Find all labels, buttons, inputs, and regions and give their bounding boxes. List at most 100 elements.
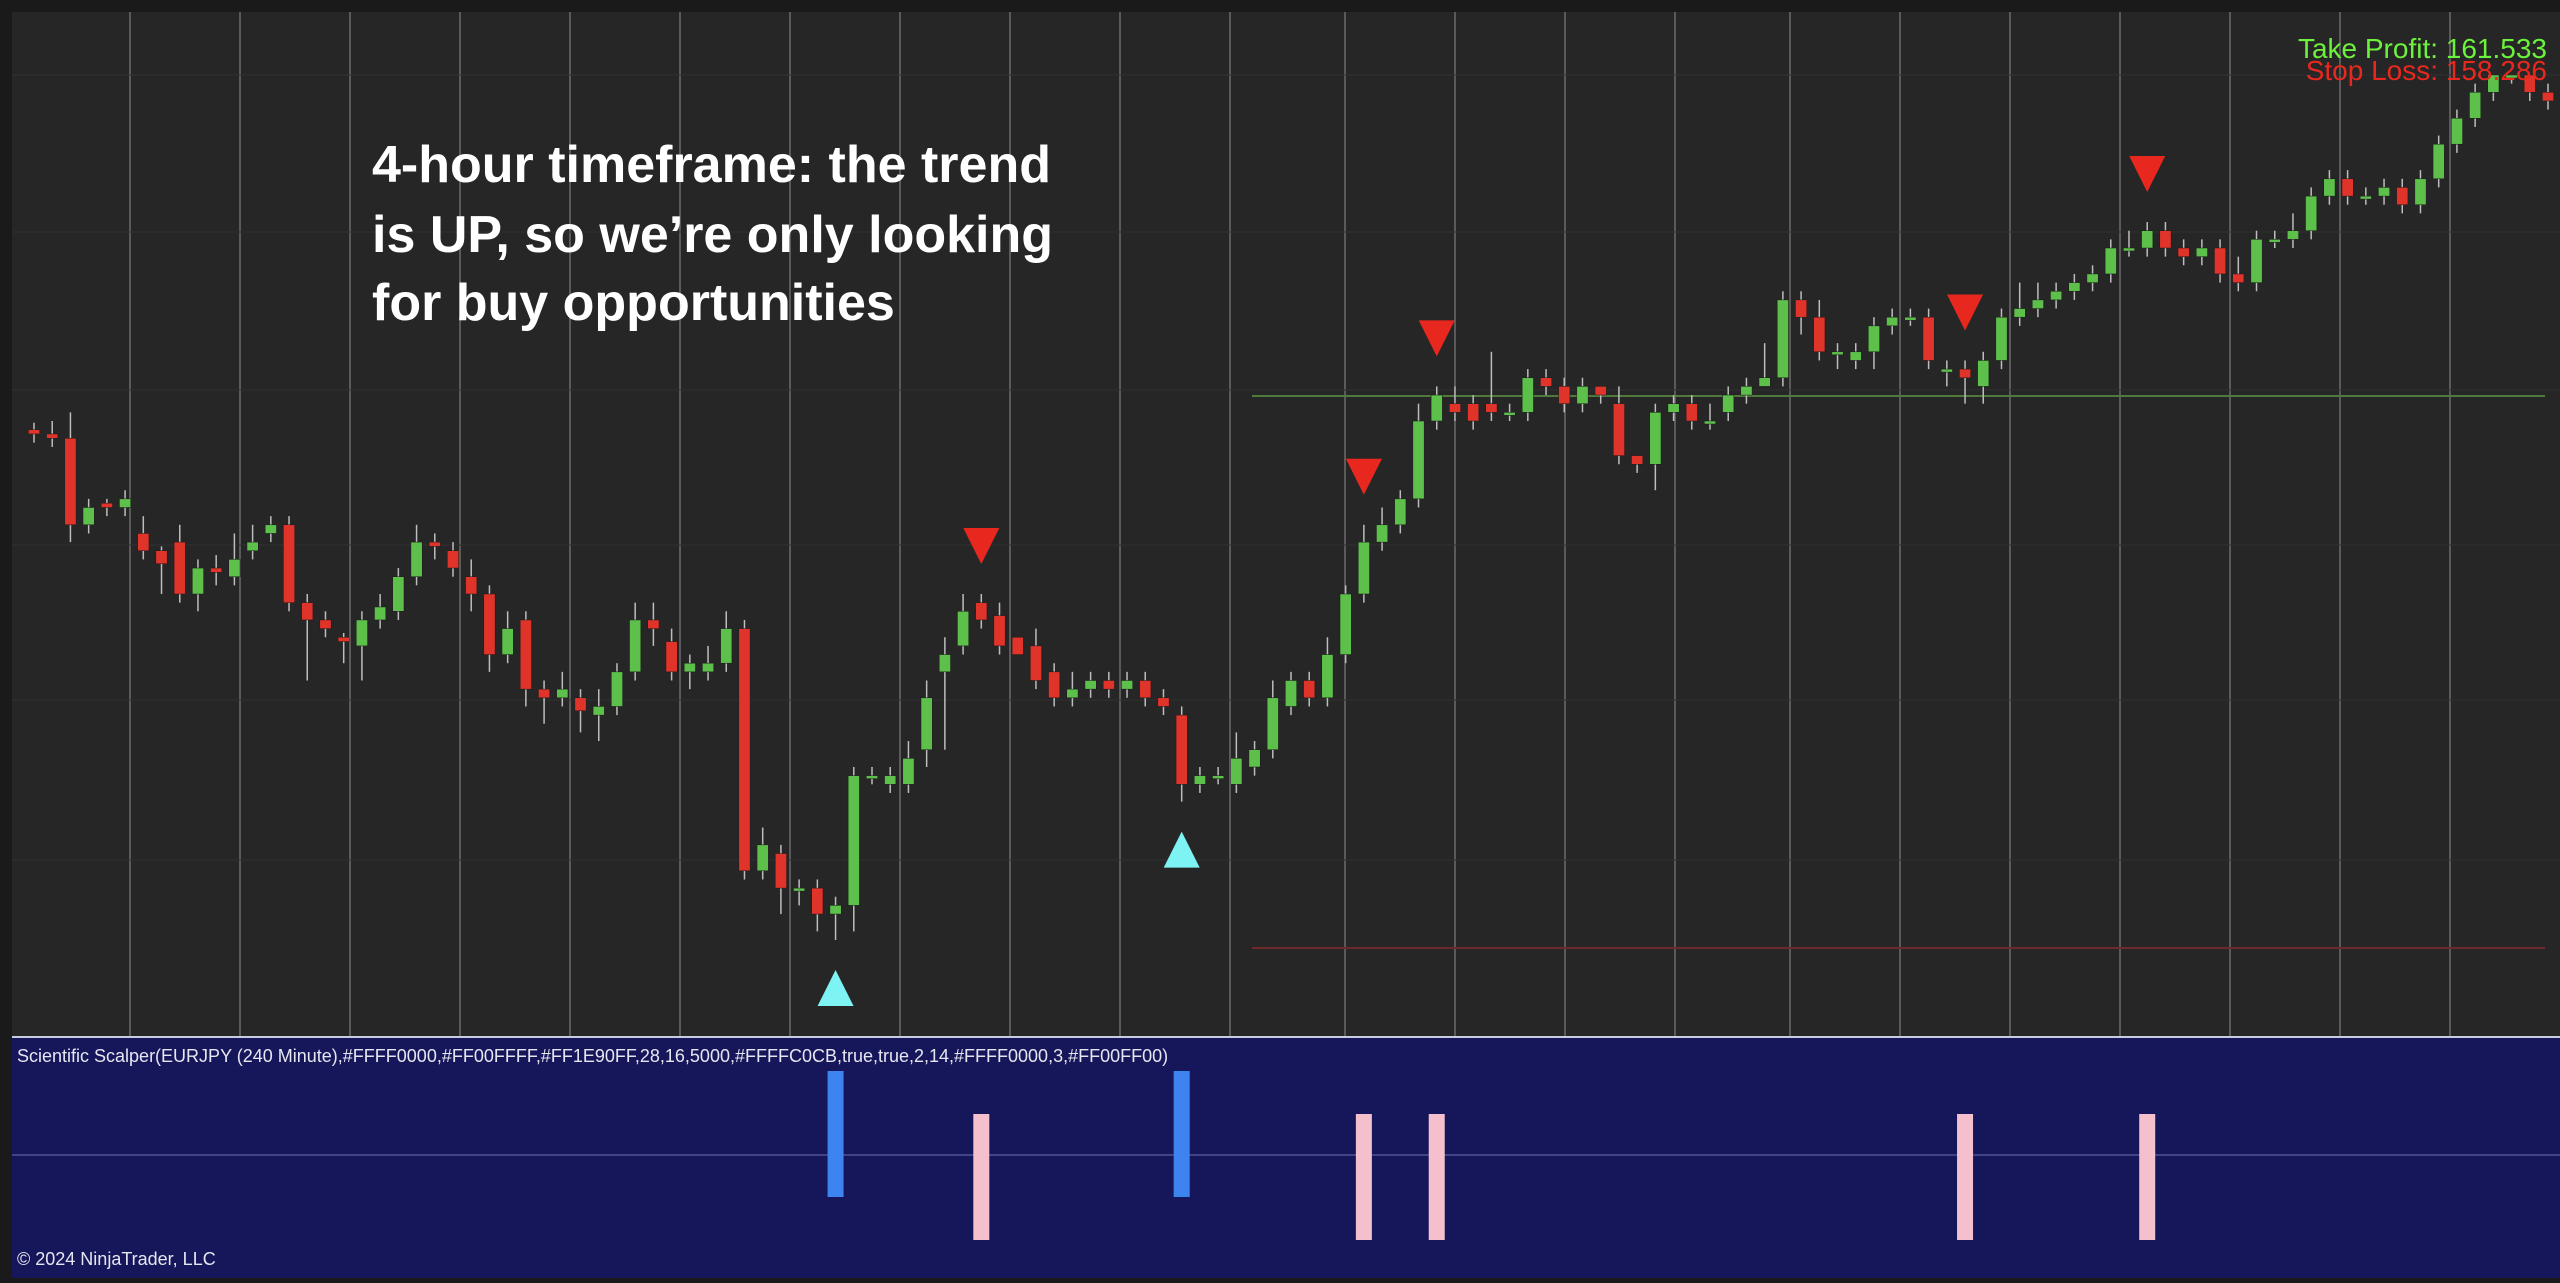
- up-candle: [2359, 195, 2372, 200]
- down-candle: [100, 502, 113, 508]
- up-candle: [1940, 368, 1953, 373]
- up-candle: [1248, 749, 1261, 768]
- up-candle: [2268, 239, 2281, 243]
- up-candle: [2487, 74, 2500, 93]
- annotation-line-1: 4-hour timeframe: the trend: [372, 136, 1051, 194]
- up-candle: [2305, 195, 2318, 231]
- down-candle: [1011, 637, 1024, 655]
- indicator-sell-bar: [973, 1114, 990, 1240]
- down-candle: [1175, 714, 1188, 785]
- down-candle: [1030, 645, 1042, 681]
- down-candle: [738, 628, 751, 872]
- down-candle: [1922, 316, 1935, 361]
- up-candle: [902, 758, 915, 785]
- up-candle: [1758, 377, 1771, 387]
- up-candle: [1521, 377, 1534, 413]
- up-candle: [82, 507, 95, 526]
- up-candle: [683, 662, 696, 673]
- up-candle: [1995, 316, 2008, 361]
- up-candle: [1430, 394, 1443, 422]
- down-candle: [337, 637, 350, 642]
- buy-arrow: [817, 970, 854, 1006]
- up-candle: [1740, 386, 1753, 396]
- down-candle: [519, 619, 532, 690]
- down-candle: [993, 615, 1006, 647]
- price-panel: [12, 12, 2560, 1037]
- down-candle: [647, 619, 660, 629]
- down-candle: [775, 853, 787, 889]
- down-candle: [155, 550, 168, 564]
- down-candle: [2341, 178, 2354, 197]
- indicator-sell-bar: [1428, 1114, 1445, 1240]
- down-candle: [975, 602, 988, 621]
- down-candle: [1048, 671, 1061, 699]
- take-profit-label: Take Profit: 161.533: [2298, 33, 2547, 64]
- down-candle: [137, 533, 150, 552]
- up-candle: [2013, 308, 2026, 318]
- up-candle: [2250, 239, 2263, 283]
- up-candle: [611, 671, 623, 707]
- up-candle: [1831, 351, 1844, 356]
- up-candle: [2050, 291, 2063, 301]
- candlesticks: [28, 74, 2554, 940]
- up-candle: [1776, 299, 1789, 378]
- up-candle: [1121, 680, 1133, 690]
- up-candle: [2104, 247, 2117, 275]
- down-candle: [1540, 377, 1552, 387]
- indicator-label: Scientific Scalper(EURJPY (240 Minute),#…: [17, 1046, 1168, 1066]
- annotation-line-2: is UP, so we’re only looking: [372, 206, 1053, 264]
- up-candle: [410, 541, 423, 577]
- up-candle: [556, 688, 569, 699]
- down-candle: [46, 433, 59, 439]
- up-candle: [2414, 178, 2427, 206]
- up-candle: [264, 524, 277, 534]
- up-candle: [2287, 230, 2299, 240]
- up-candle: [119, 498, 131, 508]
- up-candle: [1904, 316, 1917, 321]
- indicator-sell-bar: [2139, 1114, 2156, 1240]
- up-candle: [1357, 541, 1370, 595]
- up-candle: [501, 628, 514, 655]
- up-candle: [1194, 775, 1206, 785]
- down-candle: [428, 541, 441, 547]
- down-candle: [2214, 247, 2226, 275]
- up-candle: [2432, 143, 2445, 180]
- up-candle: [847, 775, 860, 906]
- indicator-buy-bar: [1173, 1071, 1190, 1197]
- down-candle: [1467, 403, 1480, 422]
- down-candle: [574, 697, 587, 712]
- up-candle: [1066, 688, 1079, 699]
- up-candle: [702, 662, 714, 673]
- up-candle: [1704, 420, 1716, 425]
- down-candle: [2232, 273, 2245, 283]
- up-candle: [2068, 282, 2081, 292]
- sell-arrow: [1947, 294, 1984, 331]
- sell-arrow: [963, 528, 1000, 564]
- down-candle: [1813, 316, 1826, 353]
- up-candle: [1503, 412, 1516, 416]
- down-candle: [319, 619, 332, 629]
- annotation-line-3: for buy opportunities: [372, 274, 895, 332]
- up-candle: [2195, 247, 2208, 257]
- down-candle: [665, 641, 678, 673]
- up-candle: [228, 559, 241, 577]
- down-candle: [2159, 230, 2172, 249]
- up-candle: [1667, 403, 1680, 413]
- down-candle: [1139, 680, 1152, 699]
- up-candle: [1084, 680, 1097, 690]
- up-candle: [2032, 299, 2044, 309]
- up-candle: [1339, 593, 1352, 655]
- down-candle: [483, 593, 496, 655]
- indicator-sell-bar: [1957, 1114, 1974, 1240]
- up-candle: [1868, 325, 1880, 353]
- up-candle: [720, 628, 733, 664]
- up-candle: [1376, 524, 1388, 543]
- up-candle: [356, 619, 368, 647]
- up-candle: [192, 567, 204, 595]
- down-candle: [1157, 697, 1170, 707]
- down-candle: [1449, 403, 1461, 413]
- sell-arrow: [1345, 458, 1382, 495]
- up-candle: [1722, 394, 1735, 413]
